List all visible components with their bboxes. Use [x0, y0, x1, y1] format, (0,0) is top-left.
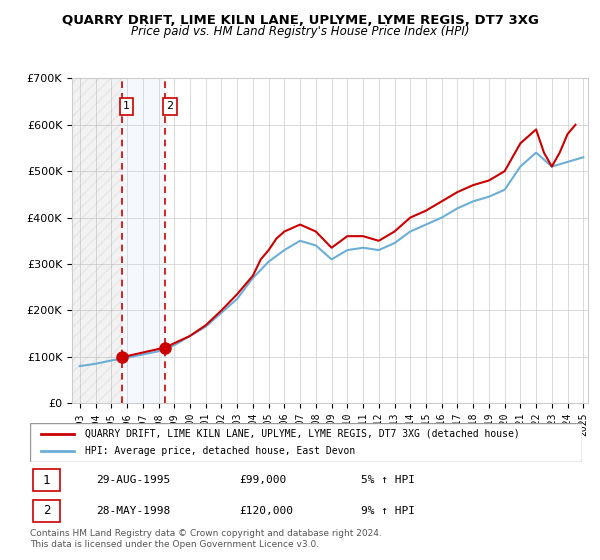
Text: QUARRY DRIFT, LIME KILN LANE, UPLYME, LYME REGIS, DT7 3XG: QUARRY DRIFT, LIME KILN LANE, UPLYME, LY… — [62, 14, 538, 27]
Bar — [122, 78, 165, 403]
Text: QUARRY DRIFT, LIME KILN LANE, UPLYME, LYME REGIS, DT7 3XG (detached house): QUARRY DRIFT, LIME KILN LANE, UPLYME, LY… — [85, 429, 520, 439]
Text: 1: 1 — [123, 101, 130, 111]
Text: £120,000: £120,000 — [240, 506, 294, 516]
Text: 9% ↑ HPI: 9% ↑ HPI — [361, 506, 415, 516]
Text: 1: 1 — [43, 474, 50, 487]
Text: 2: 2 — [166, 101, 173, 111]
FancyBboxPatch shape — [33, 500, 61, 522]
Text: Contains HM Land Registry data © Crown copyright and database right 2024.
This d: Contains HM Land Registry data © Crown c… — [30, 529, 382, 549]
Text: 2: 2 — [43, 505, 50, 517]
Text: Price paid vs. HM Land Registry's House Price Index (HPI): Price paid vs. HM Land Registry's House … — [131, 25, 469, 38]
Text: 28-MAY-1998: 28-MAY-1998 — [96, 506, 170, 516]
Text: £99,000: £99,000 — [240, 475, 287, 485]
Text: 29-AUG-1995: 29-AUG-1995 — [96, 475, 170, 485]
Text: HPI: Average price, detached house, East Devon: HPI: Average price, detached house, East… — [85, 446, 355, 456]
FancyBboxPatch shape — [33, 469, 61, 491]
FancyBboxPatch shape — [30, 423, 582, 462]
Text: 5% ↑ HPI: 5% ↑ HPI — [361, 475, 415, 485]
Bar — [72, 78, 122, 403]
